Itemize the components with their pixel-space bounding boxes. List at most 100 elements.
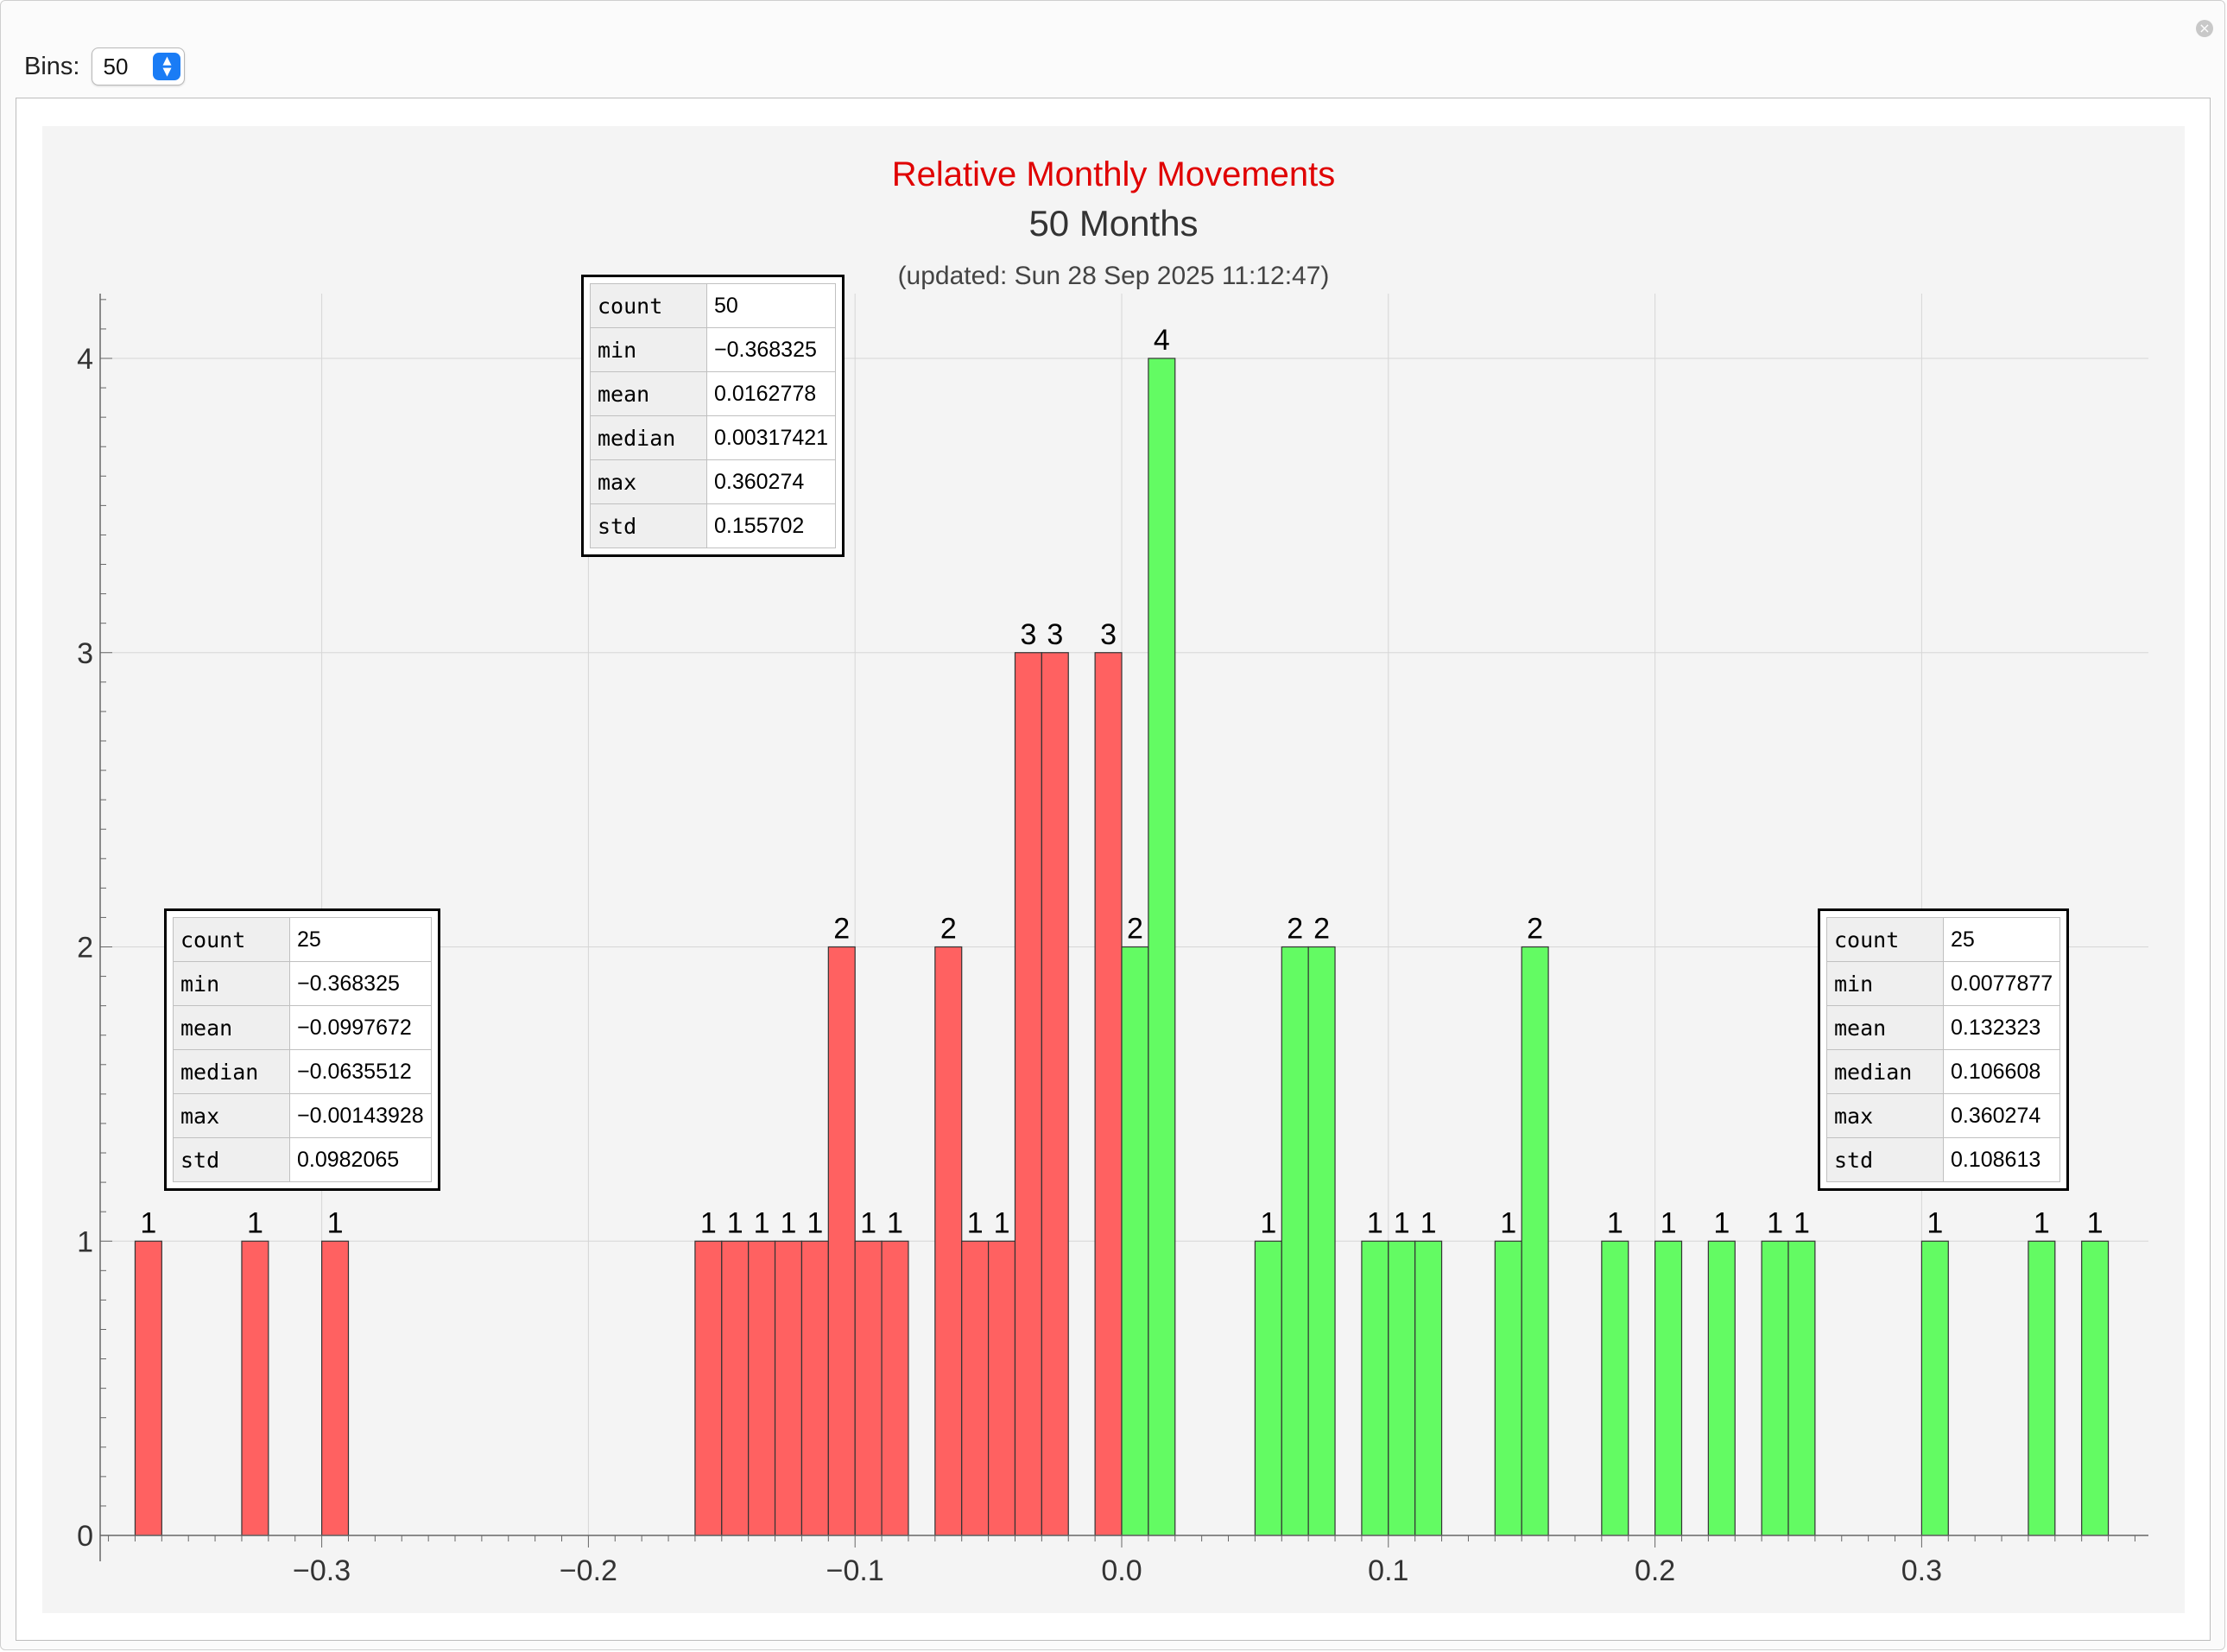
stats-value: −0.00143928 <box>289 1093 432 1138</box>
bar-count-label: 2 <box>940 913 957 946</box>
histogram-bar <box>134 1240 162 1536</box>
histogram-bar <box>1014 652 1042 1536</box>
stats-value: −0.0635512 <box>289 1049 432 1094</box>
bar-count-label: 1 <box>887 1206 903 1239</box>
bar-count-label: 1 <box>1394 1206 1410 1239</box>
bar-count-label: 1 <box>860 1206 876 1239</box>
bar-count-label: 1 <box>754 1206 770 1239</box>
bar-count-label: 1 <box>140 1206 156 1239</box>
stats-row-mean: mean 0.0162778 <box>590 371 837 416</box>
stats-row-std: std 0.108613 <box>1826 1137 2061 1182</box>
histogram-bar <box>321 1240 350 1536</box>
stats-key: mean <box>173 1005 290 1050</box>
bar-count-label: 1 <box>727 1206 743 1239</box>
stats-row-mean: mean −0.0997672 <box>173 1005 432 1050</box>
stats-row-median: median −0.0635512 <box>173 1049 432 1094</box>
histogram-bar <box>694 1240 723 1536</box>
stats-value: 0.132323 <box>1942 1005 2061 1050</box>
histogram-bar <box>1920 1240 1949 1536</box>
histogram-bar <box>827 946 856 1536</box>
stats-row-count: count 25 <box>1826 917 2061 962</box>
stats-row-count: count 50 <box>590 283 837 328</box>
stats-row-min: min −0.368325 <box>590 327 837 372</box>
bins-label: Bins: <box>24 52 80 80</box>
stats-key: std <box>1826 1137 1944 1182</box>
histogram-bar <box>1601 1240 1629 1536</box>
chart-updated-timestamp: (updated: Sun 28 Sep 2025 11:12:47) <box>897 262 1330 290</box>
bar-count-label: 1 <box>967 1206 984 1239</box>
histogram-bar <box>1361 1240 1389 1536</box>
bar-count-label: 3 <box>1100 618 1117 651</box>
histogram-bar <box>1521 946 1549 1536</box>
bar-count-label: 2 <box>1313 913 1330 946</box>
stats-key: min <box>1826 961 1944 1006</box>
stats-row-median: median 0.00317421 <box>590 415 837 460</box>
bar-count-label: 2 <box>1527 913 1543 946</box>
stats-value: 0.0982065 <box>289 1137 432 1182</box>
stats-value: 0.0162778 <box>705 371 837 416</box>
x-tick-label: −0.2 <box>560 1554 617 1587</box>
stats-key: min <box>173 961 290 1006</box>
bar-count-label: 2 <box>833 913 850 946</box>
bar-count-label: 1 <box>700 1206 717 1239</box>
histogram-bar <box>2081 1240 2110 1536</box>
y-tick-label: 2 <box>77 932 93 965</box>
histogram-bar <box>881 1240 909 1536</box>
y-tick-label: 1 <box>77 1225 93 1258</box>
histogram-bar <box>1654 1240 1683 1536</box>
stats-row-mean: mean 0.132323 <box>1826 1005 2061 1050</box>
y-tick-label: 3 <box>77 637 93 670</box>
histogram-bar <box>1761 1240 1789 1536</box>
stats-key: median <box>173 1049 290 1094</box>
bar-count-label: 3 <box>1020 618 1036 651</box>
stats-row-median: median 0.106608 <box>1826 1049 2061 1094</box>
stats-value: 0.360274 <box>1942 1093 2061 1138</box>
chevron-up-down-icon[interactable]: ▲ ▼ <box>153 53 181 80</box>
bar-count-label: 1 <box>1367 1206 1383 1239</box>
histogram-bar <box>1121 946 1149 1536</box>
stats-value: −0.368325 <box>289 961 432 1006</box>
stats-value: 0.0077877 <box>1942 961 2061 1006</box>
stats-value: 0.108613 <box>1942 1137 2061 1182</box>
stats-key: count <box>173 917 290 962</box>
bar-count-label: 1 <box>1767 1206 1783 1239</box>
bar-count-label: 2 <box>1287 913 1303 946</box>
stats-table-overall: count 50 min −0.368325 mean 0.0162778 median 0.… <box>581 275 845 557</box>
bar-count-label: 4 <box>1154 324 1170 357</box>
x-tick-label: 0.1 <box>1368 1554 1408 1587</box>
bar-count-label: 1 <box>1661 1206 1677 1239</box>
bar-count-label: 1 <box>1926 1206 1943 1239</box>
stats-row-count: count 25 <box>173 917 432 962</box>
chart-title: Relative Monthly Movements <box>891 155 1336 193</box>
bar-count-label: 1 <box>247 1206 263 1239</box>
bar-count-label: 1 <box>781 1206 797 1239</box>
x-tick-label: 0.0 <box>1101 1554 1142 1587</box>
bar-count-label: 1 <box>1713 1206 1730 1239</box>
histogram-bar <box>1041 652 1069 1536</box>
stats-key: mean <box>590 371 707 416</box>
close-icon[interactable]: × <box>2196 20 2213 37</box>
histogram-bar <box>241 1240 269 1536</box>
stats-row-max: max 0.360274 <box>590 459 837 504</box>
bar-count-label: 1 <box>1794 1206 1810 1239</box>
bar-count-label: 1 <box>1420 1206 1437 1239</box>
stats-value: −0.0997672 <box>289 1005 432 1050</box>
x-tick-label: 0.2 <box>1635 1554 1675 1587</box>
bar-count-label: 2 <box>1127 913 1143 946</box>
bins-select[interactable]: 50 ▲ ▼ <box>92 47 186 85</box>
stats-row-min: min −0.368325 <box>173 961 432 1006</box>
stats-key: mean <box>1826 1005 1944 1050</box>
histogram-bar <box>1707 1240 1736 1536</box>
histogram-bar <box>721 1240 750 1536</box>
x-tick-label: 0.3 <box>1901 1554 1942 1587</box>
stats-value: 0.360274 <box>705 459 837 504</box>
bins-value: 50 <box>103 53 129 79</box>
stats-row-max: max −0.00143928 <box>173 1093 432 1138</box>
stats-value: 25 <box>1942 917 2061 962</box>
histogram-bar <box>774 1240 803 1536</box>
bar-count-label: 1 <box>327 1206 344 1239</box>
stats-row-min: min 0.0077877 <box>1826 961 2061 1006</box>
histogram-bar <box>961 1240 990 1536</box>
stats-key: min <box>590 327 707 372</box>
